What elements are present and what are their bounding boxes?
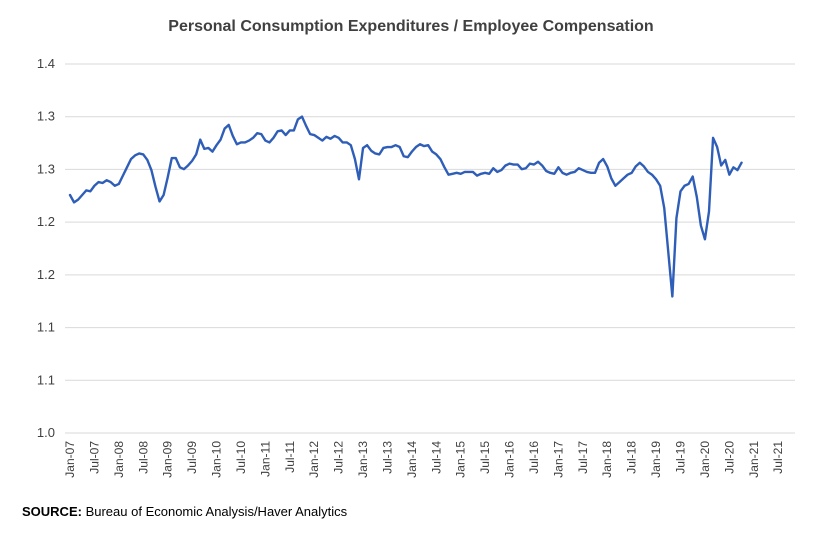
series-line-pce-ratio: [68, 115, 743, 298]
y-tick-label: 1.0: [37, 425, 55, 440]
x-tick-label: Jul-13: [380, 441, 394, 474]
x-tick-label: Jan-09: [161, 441, 175, 478]
x-tick-label: Jan-15: [454, 441, 468, 478]
x-tick-label: Jan-08: [112, 441, 126, 478]
x-tick-label: Jul-20: [722, 441, 736, 474]
x-tick-label: Jul-19: [674, 441, 688, 474]
x-tick-label: Jan-10: [210, 441, 224, 478]
y-tick-label: 1.3: [37, 161, 55, 176]
y-tick-label: 1.3: [37, 109, 55, 124]
y-tick-label: 1.4: [37, 56, 55, 71]
x-tick-label: Jan-20: [698, 441, 712, 478]
x-tick-label: Jul-14: [429, 441, 443, 474]
x-tick-label: Jan-11: [258, 441, 272, 477]
x-tick-label: Jul-21: [771, 441, 785, 474]
x-tick-label: Jul-09: [185, 441, 199, 474]
source-note: SOURCE: Bureau of Economic Analysis/Have…: [22, 504, 347, 519]
x-tick-label: Jan-07: [63, 441, 77, 478]
x-tick-label: Jul-11: [283, 441, 297, 473]
x-tick-label: Jul-10: [234, 441, 248, 474]
x-tick-label: Jul-17: [576, 441, 590, 474]
x-tick-label: Jan-17: [551, 441, 565, 478]
chart-title: Personal Consumption Expenditures / Empl…: [168, 18, 654, 35]
y-tick-label: 1.2: [37, 214, 55, 229]
x-tick-label: Jan-19: [649, 441, 663, 478]
x-tick-label: Jul-15: [478, 441, 492, 474]
y-tick-label: 1.2: [37, 267, 55, 282]
source-text: Bureau of Economic Analysis/Haver Analyt…: [85, 504, 348, 519]
y-axis-ticks: 1.4 1.3 1.3 1.2 1.2 1.1 1.1 1.0: [37, 56, 55, 440]
source-label: SOURCE:: [22, 504, 82, 519]
grid-lines: [65, 63, 795, 434]
y-tick-label: 1.1: [37, 320, 55, 335]
x-tick-label: Jan-21: [747, 441, 761, 478]
x-axis-ticks: Jan-07 Jul-07 Jan-08 Jul-08 Jan-09 Jul-09 Jan-…: [63, 441, 785, 478]
x-tick-label: Jul-07: [87, 441, 101, 474]
y-tick-label: 1.1: [37, 372, 55, 387]
x-tick-label: Jul-18: [625, 441, 639, 474]
x-tick-label: Jul-16: [527, 441, 541, 474]
x-tick-label: Jan-12: [307, 441, 321, 478]
x-tick-label: Jan-16: [503, 441, 517, 478]
x-tick-label: Jan-13: [356, 441, 370, 478]
x-tick-label: Jan-14: [405, 441, 419, 478]
x-tick-label: Jul-12: [332, 441, 346, 474]
x-tick-label: Jan-18: [600, 441, 614, 478]
x-tick-label: Jul-08: [136, 441, 150, 474]
